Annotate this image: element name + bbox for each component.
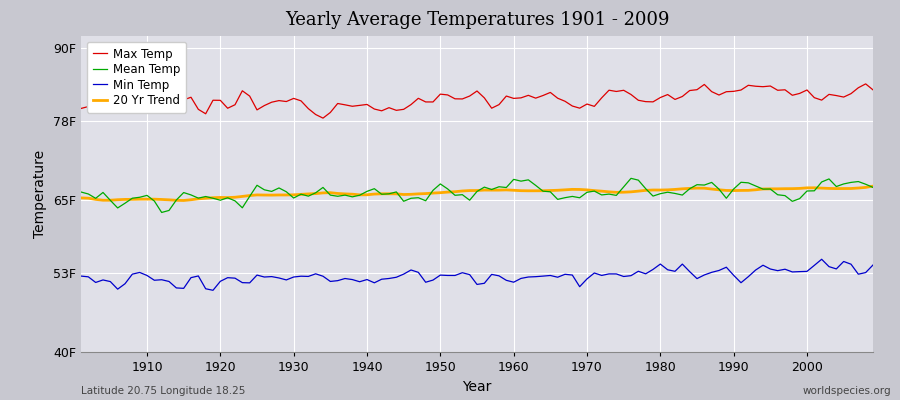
Mean Temp: [157, 210, 167, 215]
X-axis label: Year: Year: [463, 380, 491, 394]
Max Temp: [868, 88, 878, 92]
Mean Temp: [516, 179, 526, 184]
Mean Temp: [346, 194, 357, 199]
Max Temp: [346, 104, 357, 109]
Min Temp: [508, 280, 519, 284]
20 Yr Trend: [134, 197, 145, 202]
Max Temp: [76, 106, 86, 111]
Min Temp: [303, 274, 314, 279]
Mean Temp: [626, 176, 636, 181]
Max Temp: [295, 98, 306, 103]
Legend: Max Temp, Mean Temp, Min Temp, 20 Yr Trend: Max Temp, Mean Temp, Min Temp, 20 Yr Tre…: [87, 42, 186, 113]
Max Temp: [516, 96, 526, 100]
Min Temp: [134, 270, 145, 275]
Min Temp: [516, 276, 526, 281]
20 Yr Trend: [868, 184, 878, 188]
20 Yr Trend: [303, 192, 314, 196]
Max Temp: [604, 88, 615, 93]
Line: Max Temp: Max Temp: [81, 84, 873, 118]
Max Temp: [860, 82, 871, 86]
Min Temp: [346, 277, 357, 282]
20 Yr Trend: [516, 188, 526, 193]
Min Temp: [604, 272, 615, 276]
20 Yr Trend: [604, 190, 615, 194]
Y-axis label: Temperature: Temperature: [33, 150, 48, 238]
Line: 20 Yr Trend: 20 Yr Trend: [81, 186, 873, 200]
20 Yr Trend: [178, 198, 189, 203]
Min Temp: [868, 262, 878, 267]
Line: Min Temp: Min Temp: [81, 259, 873, 290]
Mean Temp: [604, 192, 615, 196]
Mean Temp: [303, 194, 314, 198]
Mean Temp: [76, 190, 86, 194]
Max Temp: [318, 116, 328, 120]
Mean Temp: [868, 185, 878, 190]
Mean Temp: [134, 195, 145, 200]
Max Temp: [508, 96, 519, 101]
Text: worldspecies.org: worldspecies.org: [803, 386, 891, 396]
Text: Latitude 20.75 Longitude 18.25: Latitude 20.75 Longitude 18.25: [81, 386, 246, 396]
Max Temp: [134, 100, 145, 105]
Title: Yearly Average Temperatures 1901 - 2009: Yearly Average Temperatures 1901 - 2009: [284, 11, 670, 29]
20 Yr Trend: [346, 192, 357, 197]
Min Temp: [76, 274, 86, 278]
Min Temp: [816, 257, 827, 262]
Min Temp: [208, 288, 219, 293]
Mean Temp: [508, 177, 519, 182]
Line: Mean Temp: Mean Temp: [81, 178, 873, 212]
20 Yr Trend: [508, 188, 519, 193]
20 Yr Trend: [76, 196, 86, 200]
